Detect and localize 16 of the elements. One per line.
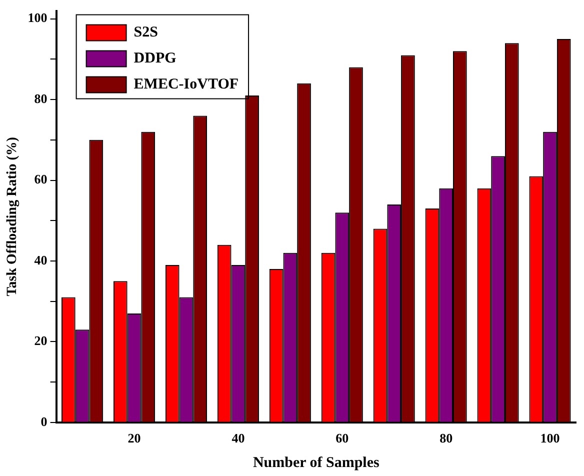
x-tick-label: 20 [128, 430, 141, 446]
y-tick-label: 60 [34, 172, 48, 187]
y-tick-label: 100 [28, 10, 48, 26]
legend-label: DDPG [134, 50, 177, 67]
y-tick-label: 80 [34, 90, 48, 106]
x-tick-label: 80 [440, 430, 453, 446]
y-axis-title: Task Offloading Ratio (%) [5, 136, 20, 296]
y-tick-label: 0 [40, 414, 48, 429]
y-tick-label: 20 [34, 333, 48, 348]
legend-label: S2S [134, 24, 158, 41]
x-tick-label: 100 [540, 430, 560, 446]
x-tick-label: 40 [232, 430, 245, 446]
y-tick-label: 40 [34, 252, 48, 268]
legend-label: EMEC-IoVTOF [134, 76, 239, 93]
x-axis-title: Number of Samples [252, 454, 380, 471]
x-tick-label: 60 [336, 430, 349, 446]
